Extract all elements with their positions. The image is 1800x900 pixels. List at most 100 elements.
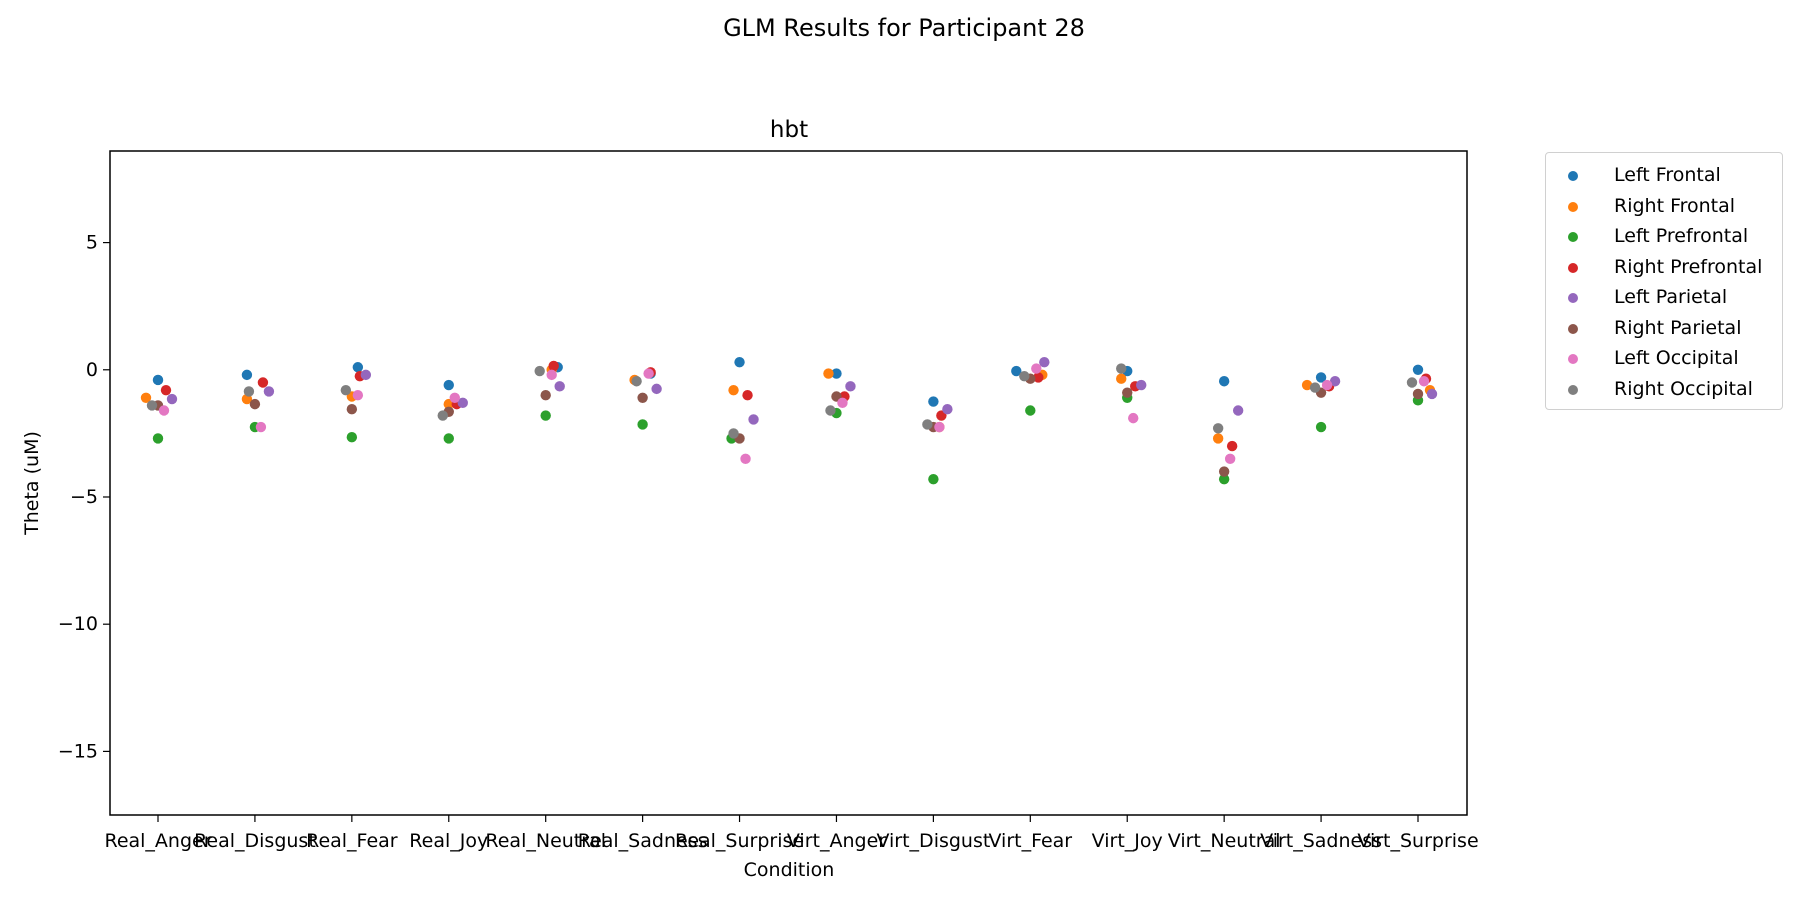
data-point <box>942 404 953 415</box>
data-point <box>360 369 372 381</box>
data-point <box>346 404 358 415</box>
data-point <box>637 392 648 403</box>
y-tick-label: 0 <box>86 359 98 381</box>
legend-marker <box>1568 262 1578 273</box>
data-point <box>1212 423 1224 434</box>
data-point <box>823 368 834 379</box>
x-tick-label: Real_Sadness <box>578 830 708 852</box>
x-tick-label: Virt_Joy <box>1092 830 1163 852</box>
legend-label: Right Frontal <box>1614 194 1736 217</box>
x-tick-label: Real_Surprise <box>675 830 804 852</box>
x-tick-label: Virt_Fear <box>988 830 1072 852</box>
data-point <box>554 381 565 392</box>
plot-frame <box>109 150 1468 816</box>
data-point <box>728 428 739 439</box>
data-point <box>1218 473 1230 485</box>
data-point <box>443 433 454 444</box>
data-point <box>831 368 842 379</box>
data-point <box>140 392 152 403</box>
y-tick-label: −15 <box>58 740 98 762</box>
data-point <box>352 390 364 401</box>
data-point <box>1315 372 1327 383</box>
data-point <box>1033 372 1044 383</box>
data-point <box>837 397 848 409</box>
legend-label: Right Occipital <box>1614 377 1753 400</box>
data-point <box>1116 363 1127 374</box>
data-point <box>1301 379 1313 391</box>
data-point <box>1019 370 1030 382</box>
legend-item: Left Prefrontal <box>1546 222 1782 252</box>
legend-label: Left Prefrontal <box>1614 225 1749 247</box>
x-tick-label: Virt_Disgust <box>876 830 990 852</box>
data-point <box>1226 440 1238 452</box>
legend-item: Right Prefrontal <box>1546 253 1782 283</box>
data-point <box>748 414 759 425</box>
data-point <box>934 421 945 433</box>
data-point <box>158 405 170 416</box>
legend-marker <box>1568 354 1578 364</box>
data-point <box>166 393 178 405</box>
data-point <box>734 356 745 368</box>
data-point <box>241 369 253 381</box>
legend-marker <box>1568 171 1578 181</box>
data-point <box>740 453 751 465</box>
legend-marker <box>1568 201 1578 212</box>
legend-item: Right Frontal <box>1546 192 1782 222</box>
data-point <box>1128 412 1139 424</box>
data-point <box>1412 388 1424 400</box>
y-axis: 5 0 −5 −10 −15 <box>58 232 110 762</box>
x-tick-label: Real_Joy <box>409 830 488 852</box>
data-point <box>1315 421 1327 433</box>
chart-title: hbt <box>770 117 808 143</box>
data-point <box>1136 379 1147 391</box>
data-point <box>631 376 642 387</box>
data-point <box>152 433 164 444</box>
data-point <box>1406 377 1418 388</box>
legend: Left Frontal Right Frontal Left Prefrontal… <box>1545 152 1783 410</box>
x-axis-label: Condition <box>744 859 835 881</box>
legend-label: Left Parietal <box>1614 286 1728 308</box>
data-point <box>152 374 164 386</box>
data-point <box>249 398 261 410</box>
data-point <box>457 397 468 409</box>
legend-item: Left Frontal <box>1546 161 1782 191</box>
data-point <box>845 381 856 392</box>
x-tick-label: Virt_Anger <box>787 830 886 852</box>
data-point <box>1224 453 1236 465</box>
data-point <box>534 365 545 377</box>
data-point <box>928 473 939 485</box>
legend-label: Left Occipital <box>1614 347 1739 369</box>
legend-item: Left Parietal <box>1546 283 1782 313</box>
data-point <box>1321 379 1333 391</box>
data-point <box>643 368 654 379</box>
data-point <box>540 410 551 421</box>
figure-suptitle: GLM Results for Participant 28 <box>723 14 1085 42</box>
data-point <box>449 392 460 403</box>
x-tick-label: Real_Neutral <box>485 830 606 852</box>
legend-marker <box>1568 384 1578 395</box>
legend-item: Right Occipital <box>1546 375 1782 405</box>
data-point <box>1031 363 1042 374</box>
data-point <box>1116 373 1127 384</box>
data-point <box>346 432 358 443</box>
data-points <box>140 356 1438 485</box>
legend-label: Right Parietal <box>1614 316 1742 339</box>
legend-item: Left Occipital <box>1546 344 1782 374</box>
data-point <box>922 419 933 430</box>
x-tick-label: Virt_Neutral <box>1168 830 1281 852</box>
legend-label: Right Prefrontal <box>1614 255 1763 278</box>
y-tick-label: −10 <box>58 613 98 635</box>
data-point <box>243 386 255 397</box>
x-tick-label: Real_Disgust <box>194 830 316 852</box>
data-point <box>928 396 939 407</box>
data-point <box>255 421 267 433</box>
legend-marker <box>1568 323 1578 334</box>
x-tick-label: Virt_Surprise <box>1357 830 1478 852</box>
legend-item: Right Parietal <box>1546 314 1782 344</box>
data-point <box>546 369 557 381</box>
data-point <box>1212 433 1224 444</box>
data-point <box>1426 388 1438 400</box>
data-point <box>540 390 551 401</box>
data-point <box>340 384 352 396</box>
